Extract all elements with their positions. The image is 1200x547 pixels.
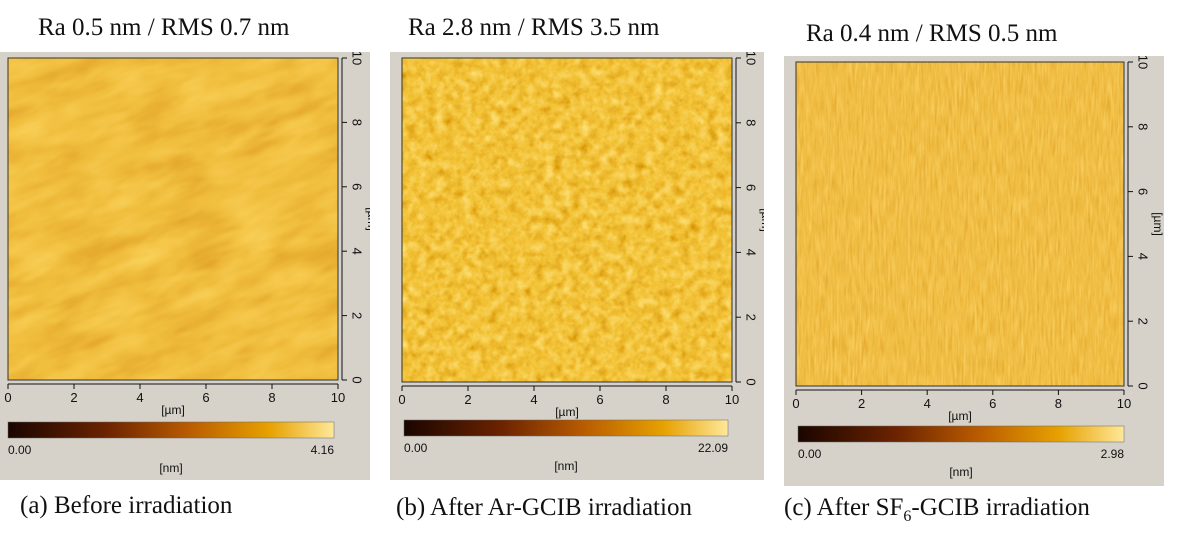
panel-c-caption-rest: -GCIB irradiation [911,494,1090,521]
panel-a-caption: (a) Before irradiation [20,492,233,519]
y-tick-label: 0 [350,376,365,383]
x-unit-label: [µm] [161,403,185,417]
scale-min-label: 0.00 [798,447,822,461]
y-tick-label: 8 [744,119,759,126]
y-tick-label: 6 [744,184,759,191]
scale-unit-label: [nm] [554,459,577,473]
afm-panel-c-graphic: 0 2 4 6 8 10 0 2 4 6 8 10 [µm] [µm] 0.00 2.98 [nm] [792,56,1164,479]
x-tick-label: 0 [792,396,799,411]
y-tick-label: 0 [1136,382,1151,389]
panel-a-title: Ra 0.5 nm / RMS 0.7 nm [38,14,290,41]
x-tick-label: 0 [4,390,11,405]
y-unit-label: [µm] [1151,212,1164,236]
y-tick-label: 6 [350,183,365,190]
x-tick-label: 0 [398,392,405,407]
panel-c-caption: (c) After SF6-GCIB irradiation [784,494,1090,526]
scale-min-label: 0.00 [404,441,428,455]
y-unit-label: [µm] [365,207,370,231]
x-tick-label: 2 [464,392,471,407]
afm-panel-a-graphic: 0 2 4 6 8 10 0 2 4 6 8 10 [µm] [µm] 0.00 4.16 [nm] [0,52,370,480]
x-tick-label: 4 [530,392,537,407]
y-tick-label: 2 [1136,318,1151,325]
x-tick-label: 10 [1117,396,1131,411]
x-tick-label: 6 [202,390,209,405]
y-tick-label: 4 [744,249,759,256]
x-tick-label: 8 [662,392,669,407]
y-tick-label: 4 [1136,253,1151,260]
y-tick-label: 8 [350,119,365,126]
panel-c-caption-main: (c) After SF [784,494,904,521]
y-tick-label: 0 [744,378,759,385]
y-tick-label: 2 [350,312,365,319]
panel-c-title: Ra 0.4 nm / RMS 0.5 nm [806,20,1058,47]
x-tick-label: 8 [1055,396,1062,411]
panel-b-caption: (b) After Ar-GCIB irradiation [396,494,692,521]
panel-c-caption-sub: 6 [903,508,912,525]
x-tick-label: 6 [596,392,603,407]
y-unit-label: [µm] [759,208,764,232]
scale-unit-label: [nm] [949,465,972,479]
x-tick-label: 4 [924,396,931,411]
x-tick-label: 10 [331,390,345,405]
x-tick-label: 8 [268,390,275,405]
afm-panel-a: 0 2 4 6 8 10 0 2 4 6 8 10 [µm] [µm] 0.00 4.16 [nm] [0,52,370,480]
x-unit-label: [µm] [948,409,972,423]
y-tick-label: 10 [744,52,759,65]
x-tick-label: 2 [70,390,77,405]
scale-unit-label: [nm] [159,461,182,475]
y-tick-label: 2 [744,314,759,321]
x-tick-label: 2 [858,396,865,411]
y-tick-label: 4 [350,248,365,255]
afm-panel-b-graphic: 0 2 4 6 8 10 0 2 4 6 8 10 [µm] [µm] 0.00 22.09 [nm] [398,52,764,473]
y-tick-label: 10 [1136,56,1151,69]
x-tick-label: 10 [725,392,739,407]
y-tick-label: 10 [350,52,365,65]
x-tick-label: 6 [989,396,996,411]
scale-min-label: 0.00 [8,443,32,457]
afm-panel-b: 0 2 4 6 8 10 0 2 4 6 8 10 [µm] [µm] 0.00 22.09 [nm] [390,52,764,480]
scale-max-label: 2.98 [1101,447,1125,461]
y-tick-label: 8 [1136,123,1151,130]
scale-max-label: 22.09 [698,441,728,455]
afm-panel-c: 0 2 4 6 8 10 0 2 4 6 8 10 [µm] [µm] 0.00 2.98 [nm] [784,56,1164,486]
scale-max-label: 4.16 [311,443,335,457]
panel-b-title: Ra 2.8 nm / RMS 3.5 nm [408,14,660,41]
y-tick-label: 6 [1136,188,1151,195]
x-tick-label: 4 [136,390,143,405]
x-unit-label: [µm] [555,405,579,419]
